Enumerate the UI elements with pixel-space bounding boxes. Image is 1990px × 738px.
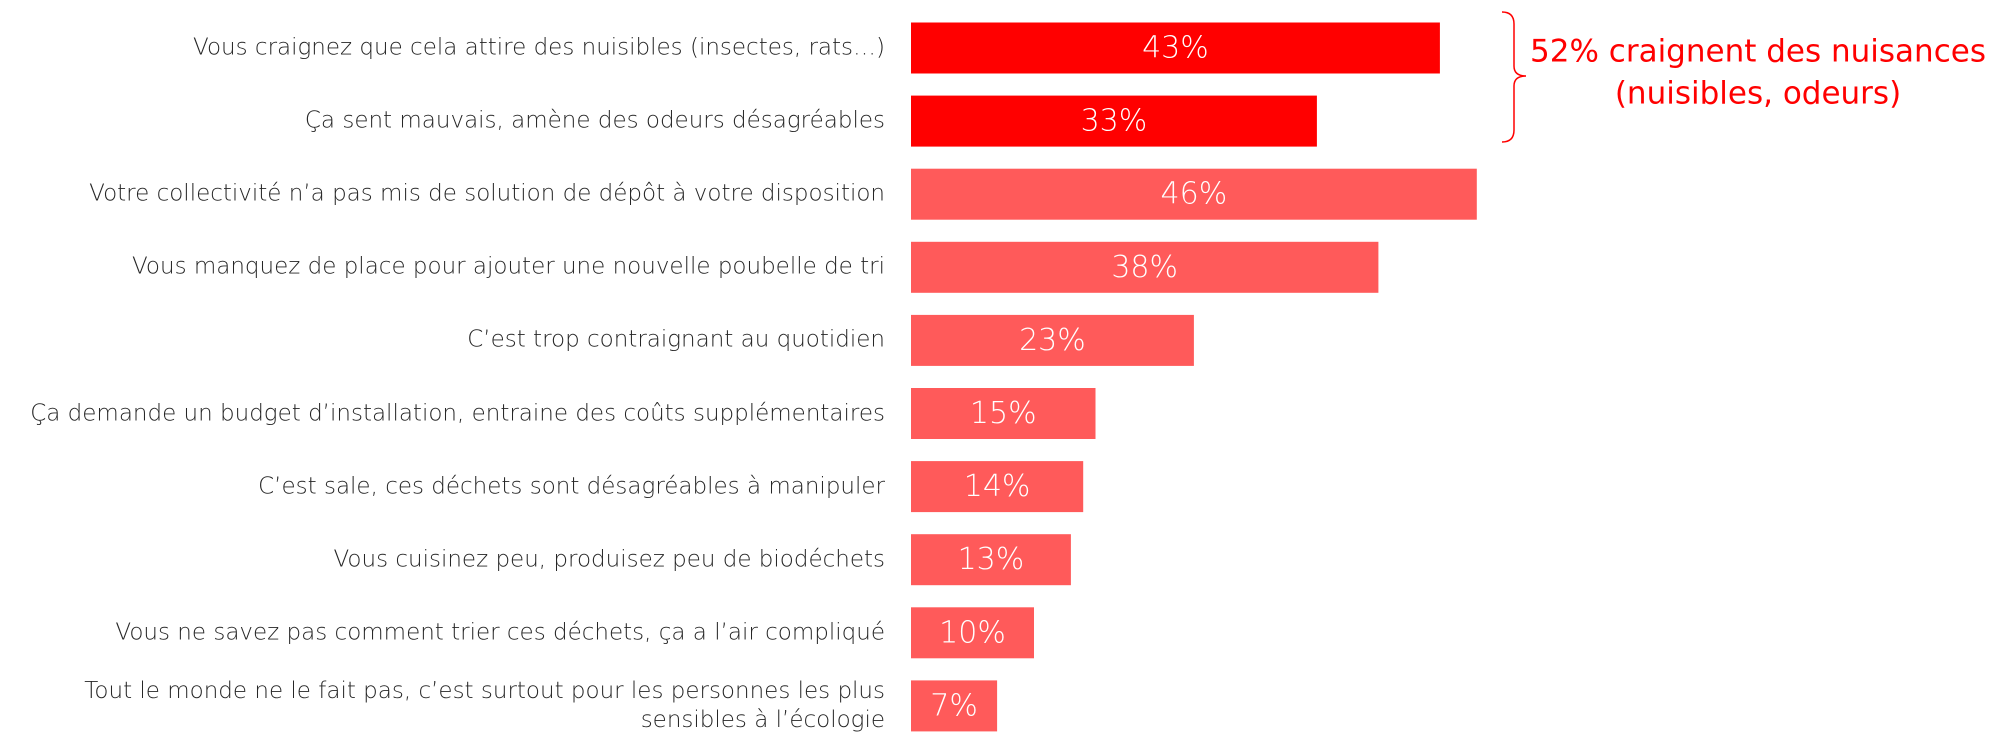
- value-label: 14%: [964, 469, 1031, 504]
- bar: [911, 241, 1379, 293]
- category-label: Tout le monde ne le fait pas, c’est surt…: [84, 677, 885, 733]
- category-label: Vous craignez que cela attire des nuisib…: [193, 34, 885, 61]
- category-label: Vous ne savez pas comment trier ces déch…: [115, 619, 885, 646]
- bar: [911, 461, 1084, 513]
- value-label: 23%: [1019, 323, 1086, 358]
- value-label: 46%: [1161, 177, 1228, 212]
- bar: [911, 95, 1317, 147]
- bar: [911, 607, 1034, 659]
- bar: [911, 22, 1440, 74]
- category-label: C’est trop contraignant au quotidien: [467, 326, 885, 353]
- annotation: 52% craignent des nuisances: [1530, 34, 1986, 70]
- bracket: [1501, 11, 1527, 143]
- category-label: Vous manquez de place pour ajouter une n…: [131, 253, 885, 280]
- value-label: 43%: [1142, 31, 1209, 66]
- category-label: Votre collectivité n’a pas mis de soluti…: [89, 180, 885, 207]
- bar: [911, 168, 1477, 220]
- category-label: Ça sent mauvais, amène des odeurs désagr…: [304, 107, 885, 134]
- category-label: Vous cuisinez peu, produisez peu de biod…: [333, 546, 885, 573]
- value-label: 10%: [939, 615, 1006, 650]
- value-label: 38%: [1111, 250, 1178, 285]
- annotation: (nuisibles, odeurs): [1615, 76, 1901, 112]
- bar: [911, 680, 998, 732]
- value-label: 13%: [958, 542, 1025, 577]
- bar: [911, 388, 1096, 439]
- value-label: 7%: [930, 688, 978, 723]
- bar: [911, 314, 1194, 366]
- value-label: 15%: [970, 396, 1037, 431]
- category-label: C’est sale, ces déchets sont désagréable…: [258, 473, 885, 500]
- category-label: Ça demande un budget d’installation, ent…: [30, 400, 885, 426]
- value-label: 33%: [1081, 104, 1148, 139]
- bar: [911, 534, 1071, 586]
